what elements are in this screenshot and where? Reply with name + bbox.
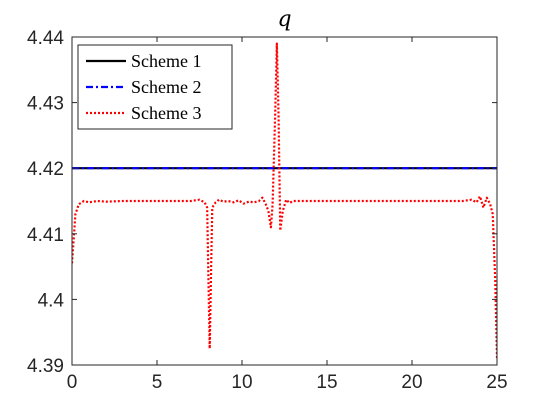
series-layer	[72, 42, 497, 359]
y-tick-label: 4.4	[38, 290, 65, 311]
series-line-3	[72, 42, 497, 359]
x-tick-label: 15	[316, 372, 337, 393]
axes-layer: 0 5 10 15 20 25 4.39 4.4 4.41 4.42 4.43 4.44	[27, 28, 508, 393]
plot-frame	[71, 36, 498, 366]
x-tick-label: 5	[152, 372, 163, 393]
legend-label-3: Scheme 3	[131, 103, 201, 123]
y-tick-label: 4.41	[27, 225, 64, 246]
x-tick-label: 10	[231, 372, 252, 393]
y-tick-label: 4.44	[27, 28, 64, 49]
y-tick-label: 4.39	[27, 356, 64, 377]
chart-title: q	[277, 7, 291, 32]
x-tick-label: 25	[486, 372, 507, 393]
y-tick-label: 4.42	[27, 159, 64, 180]
x-tick-label: 0	[67, 372, 78, 393]
x-tick-label: 20	[401, 372, 422, 393]
legend-label-1: Scheme 1	[131, 51, 201, 71]
legend-label-2: Scheme 2	[131, 77, 201, 97]
y-tick-label: 4.43	[27, 94, 64, 115]
legend: Scheme 1 Scheme 2 Scheme 3	[77, 44, 233, 130]
